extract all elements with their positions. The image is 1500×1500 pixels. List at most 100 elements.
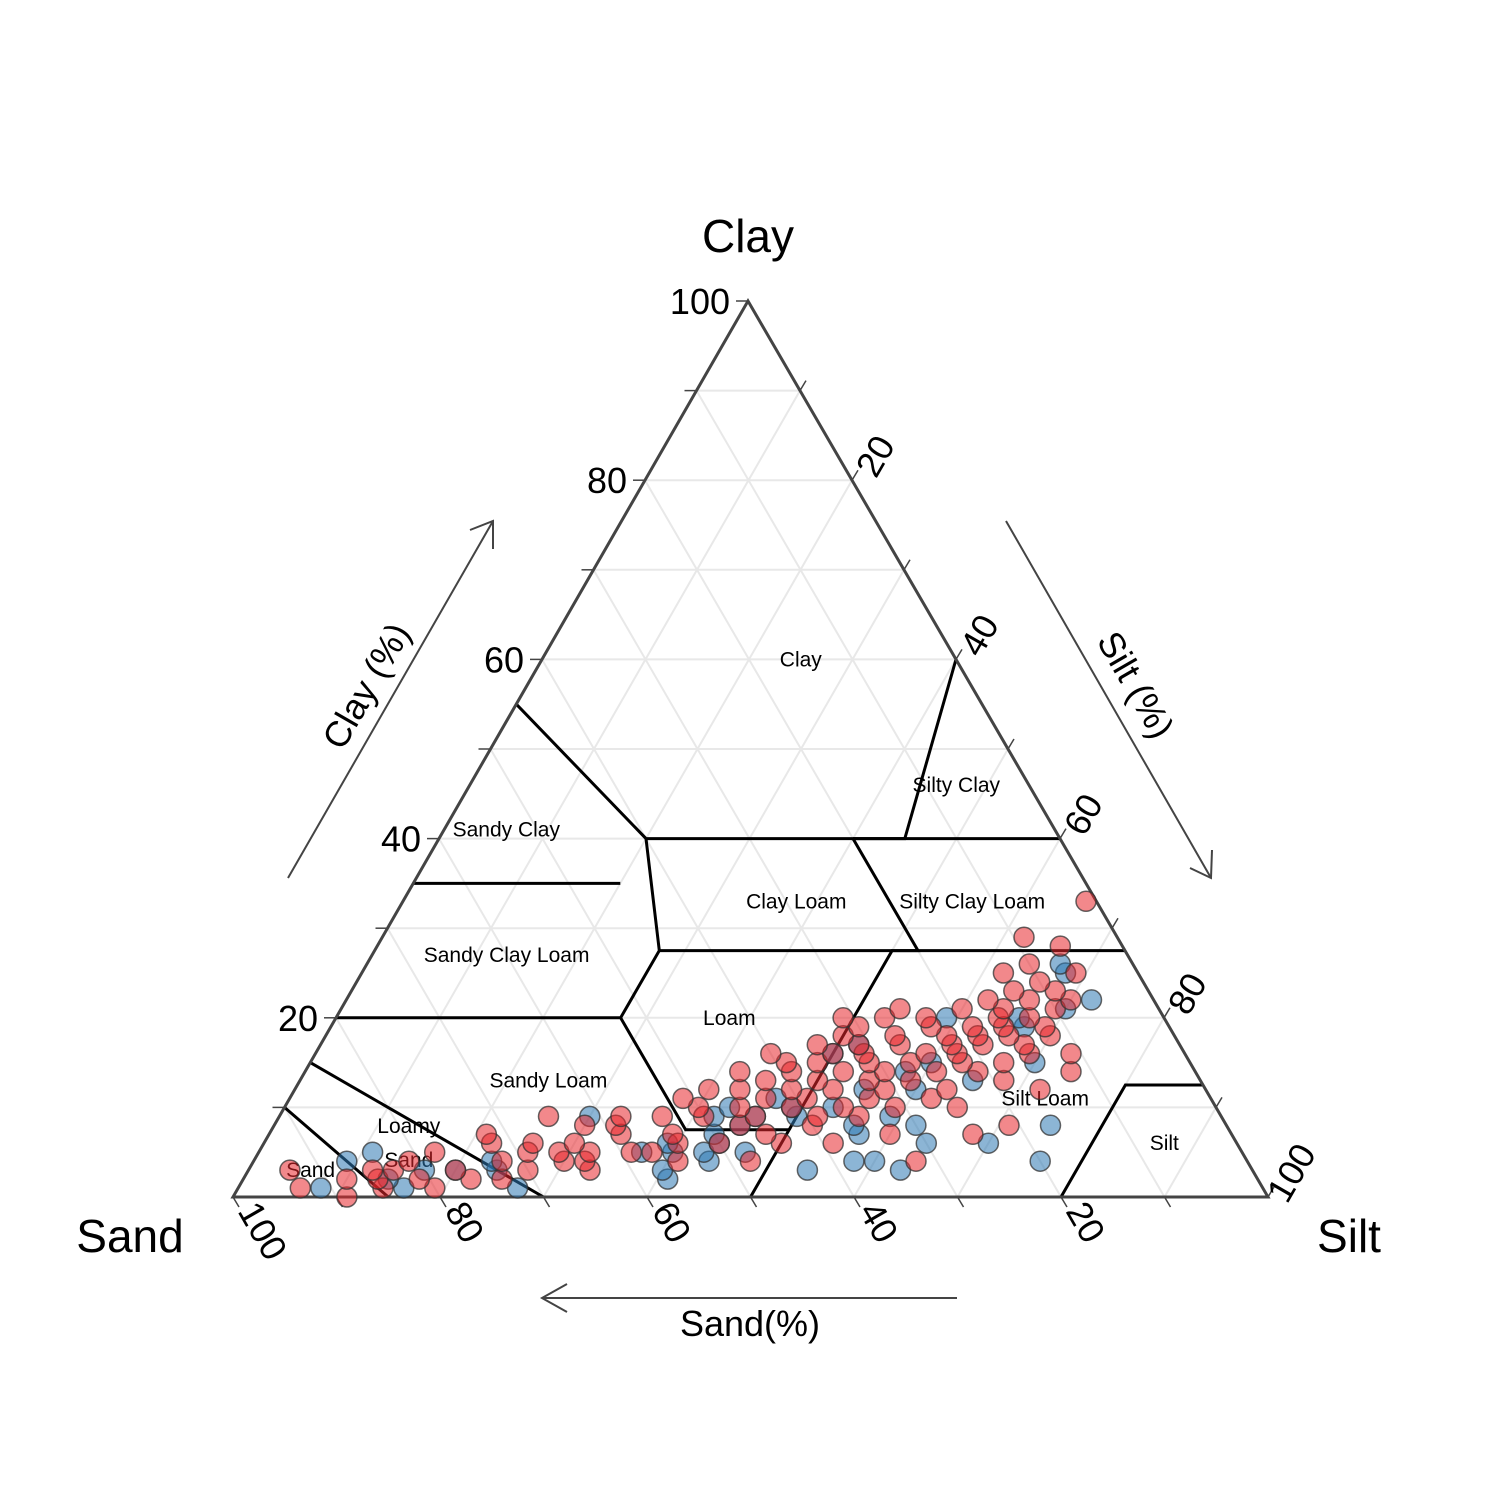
data-point-red [951, 998, 973, 1020]
data-point-red [806, 1033, 829, 1056]
grid-line-sand [695, 390, 1166, 1198]
data-point-red [1049, 935, 1072, 957]
silt-axis-label: Silt (%) [1089, 624, 1183, 745]
data-point-red [336, 1168, 358, 1190]
sand-tick-mark [232, 1196, 240, 1208]
data-point-red [1018, 1007, 1041, 1029]
data-point-red [537, 1105, 560, 1128]
region-boundary-line [1059, 1083, 1203, 1198]
data-point-red [1003, 980, 1025, 1002]
data-point-red [698, 1078, 720, 1101]
data-point-red [946, 1096, 969, 1119]
data-point-red [491, 1168, 513, 1190]
region-boundary-line [515, 658, 958, 841]
sand-tick-mark [956, 1196, 965, 1208]
data-point-red [729, 1096, 751, 1119]
data-point-red [398, 1150, 420, 1172]
region-label-loam: Loam [703, 1007, 756, 1030]
series-red-points [279, 890, 1097, 1208]
region-label-sandy-clay: Sandy Clay [453, 819, 561, 842]
data-point-red [755, 1087, 777, 1110]
sand-tick-mark [1163, 1196, 1172, 1208]
data-point-red [754, 1069, 777, 1092]
data-point-red [936, 1078, 958, 1101]
data-point-red [962, 1123, 984, 1146]
region-label-clay-loam: Clay Loam [746, 890, 846, 913]
clay-tick-label: 80 [587, 460, 627, 501]
data-point-red [279, 1159, 301, 1181]
data-point-red [832, 1007, 854, 1029]
silt-tick-mark [1267, 1186, 1275, 1198]
data-point-red [806, 1105, 829, 1128]
data-point-red [641, 1141, 663, 1163]
sand-tick-mark [542, 1196, 551, 1208]
data-point-red [336, 1186, 358, 1208]
data-point-red [806, 1069, 829, 1092]
data-point-blue [915, 1132, 938, 1154]
data-point-red [755, 1123, 777, 1146]
data-point-blue [310, 1177, 332, 1199]
data-point-red [832, 1060, 855, 1083]
silt-tick-mark [903, 559, 911, 571]
sand-axis-arrow [539, 1283, 957, 1313]
sand-tick-mark [1060, 1196, 1068, 1208]
sand-tick-mark [646, 1196, 654, 1208]
data-point-red [729, 1060, 751, 1083]
clay-axis-arrow [287, 519, 494, 879]
data-point-red [884, 1096, 906, 1119]
data-point-red [822, 1132, 844, 1154]
data-point-red [1065, 962, 1087, 984]
data-point-red [760, 1042, 782, 1065]
data-point-red [1060, 1042, 1082, 1065]
data-point-red [563, 1132, 586, 1154]
data-point-red [977, 989, 999, 1011]
vertex-label-sand: Sand [76, 1210, 183, 1262]
sand-tick-label: 80 [437, 1195, 493, 1250]
region-label-sandy-loam: Sandy Loam [489, 1070, 607, 1093]
data-point-red [884, 1024, 906, 1047]
silt-tick-mark [955, 649, 963, 660]
sand-tick-mark [439, 1196, 447, 1208]
data-point-red [444, 1159, 467, 1181]
data-point-red [1028, 971, 1051, 993]
data-point-blue [1039, 1114, 1062, 1137]
data-point-red [491, 1150, 513, 1172]
data-point-red [522, 1132, 544, 1154]
data-point-red [610, 1105, 632, 1128]
data-point-red [1060, 1060, 1082, 1083]
data-point-red [361, 1159, 384, 1181]
clay-tick-label: 60 [484, 639, 524, 680]
data-point-red [1029, 1078, 1051, 1101]
data-point-red [915, 1007, 937, 1029]
data-point-red [899, 1069, 922, 1092]
silt-axis-arrow [1005, 520, 1213, 880]
data-point-blue [336, 1150, 358, 1172]
data-point-red [708, 1132, 731, 1154]
data-point-red [729, 1078, 751, 1101]
frame-tick-marks [232, 300, 1275, 1208]
silt-tick-mark [1111, 917, 1119, 929]
vertex-label-clay: Clay [702, 210, 794, 262]
grid-line-silt [335, 390, 801, 1198]
sand-tick-label: 20 [1058, 1195, 1114, 1250]
data-point-red [1013, 926, 1035, 948]
silt-tick-mark [1215, 1097, 1223, 1108]
data-point-red [925, 1060, 948, 1083]
sand-tick-mark [853, 1196, 861, 1208]
sand-tick-label: 60 [644, 1195, 700, 1250]
data-point-red [905, 1150, 927, 1172]
grid-line-sand [592, 569, 959, 1198]
silt-tick-mark [1059, 828, 1067, 839]
sand-tick-label: 40 [851, 1195, 907, 1250]
data-point-blue [1029, 1150, 1051, 1172]
data-point-red [620, 1141, 643, 1163]
region-labels: Clay Silty Clay Sandy Clay Clay Loam Silty C… [286, 648, 1179, 1182]
silt-tick-mark [851, 469, 859, 481]
clay-tick-label: 100 [670, 281, 730, 322]
data-point-red [889, 998, 911, 1020]
data-point-red [879, 1123, 901, 1146]
data-point-red [832, 1096, 855, 1119]
region-label-silty-clay-loam: Silty Clay Loam [899, 890, 1045, 913]
data-point-blue [796, 1159, 819, 1181]
